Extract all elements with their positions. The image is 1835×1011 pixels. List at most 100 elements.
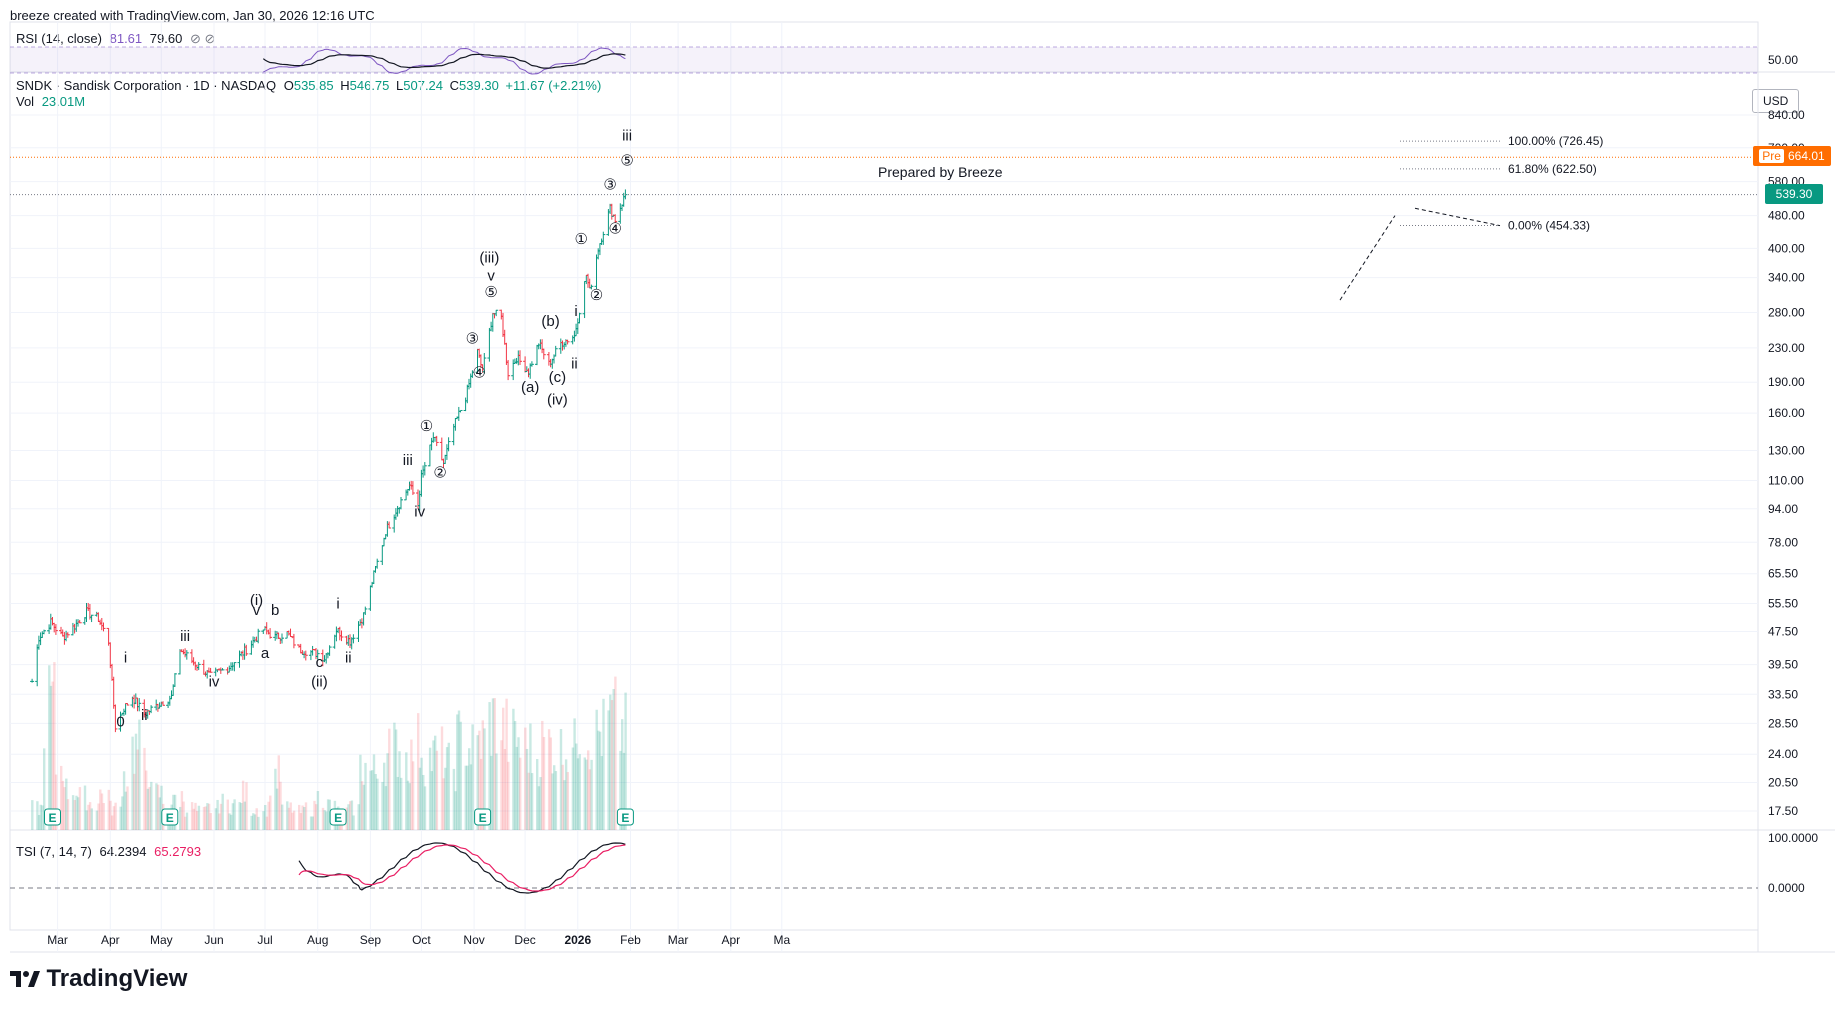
- volume-bar: [393, 722, 396, 830]
- volume-bar: [386, 753, 389, 830]
- rsi-legend[interactable]: RSI (14, close) 81.61 79.60 ⊘ ⊘: [16, 31, 215, 47]
- volume-bar: [512, 708, 515, 830]
- wave-label: a: [261, 645, 270, 662]
- volume-bar: [111, 815, 114, 830]
- price-tick-label: 55.50: [1768, 596, 1798, 610]
- volume-bar: [434, 735, 437, 830]
- tsi-tick-label: 0.0000: [1768, 881, 1805, 895]
- volume-bar: [301, 805, 304, 830]
- price-tick-label: 840.00: [1768, 108, 1805, 122]
- volume-bar: [411, 761, 415, 830]
- tsi-signal-line: [298, 844, 626, 892]
- volume-label: Vol: [16, 94, 35, 109]
- volume-bar: [243, 801, 246, 830]
- volume-bar: [619, 750, 622, 830]
- volume-bar: [588, 769, 592, 830]
- time-tick-label: Aug: [307, 933, 328, 947]
- fibonacci-levels: 100.00% (726.45) 61.80% (622.50) 0.00% (45…: [1339, 134, 1603, 301]
- volume-bar: [359, 754, 362, 830]
- volume-bar: [114, 802, 117, 830]
- volume-bar: [75, 795, 78, 830]
- volume-bar: [156, 784, 160, 830]
- earnings-marker: [616, 808, 634, 826]
- volume-bar: [158, 797, 161, 830]
- tsi-value: 64.2394: [99, 844, 147, 859]
- volume-bar: [192, 808, 195, 830]
- wave-label: ③: [466, 330, 479, 347]
- wave-label: ii: [345, 649, 352, 666]
- last-price-badge: 539.30: [1765, 184, 1823, 204]
- volume-bar: [206, 803, 209, 830]
- volume-bar: [529, 723, 532, 830]
- volume-bar: [238, 802, 241, 830]
- tradingview-logo[interactable]: TradingView: [10, 965, 187, 996]
- volume-bar: [505, 698, 508, 830]
- wave-label: (b): [541, 313, 559, 330]
- volume-bar: [553, 765, 556, 830]
- volume-bar: [563, 780, 566, 830]
- volume-bar: [517, 737, 520, 830]
- wave-label: ④: [608, 220, 621, 237]
- price-tick-label: 94.00: [1768, 502, 1798, 516]
- volume-bar: [576, 758, 580, 830]
- volume-bar: [218, 813, 221, 830]
- volume-bar: [471, 724, 474, 830]
- volume-bar: [502, 707, 505, 830]
- rsi-hidden-icons[interactable]: ⊘ ⊘: [189, 31, 216, 46]
- premarket-price-badge: Pre 664.01: [1753, 146, 1831, 166]
- currency-button[interactable]: USD: [1752, 89, 1800, 113]
- volume-bar: [126, 786, 129, 830]
- volume-bar: [119, 806, 122, 830]
- rsi-pane: [10, 46, 1758, 75]
- volume-bar: [418, 767, 422, 830]
- wave-label: iv: [209, 673, 220, 690]
- tsi-legend[interactable]: TSI (7, 14, 7) 64.2394 65.2793: [16, 844, 201, 859]
- volume-bar: [442, 778, 445, 830]
- volume-bar: [43, 748, 46, 830]
- volume-bar: [621, 719, 624, 830]
- volume-bar: [396, 776, 399, 830]
- wave-label: i: [336, 595, 339, 612]
- tsi-tick-label: 100.0000: [1768, 831, 1818, 845]
- volume-bar: [536, 759, 539, 830]
- volume-bar: [537, 786, 541, 830]
- volume-bar: [216, 799, 219, 830]
- rsi-tick-label: 50.00: [1768, 53, 1798, 67]
- wave-label: (i): [250, 592, 263, 609]
- volume-bar: [590, 759, 593, 830]
- volume-bar: [547, 729, 551, 830]
- volume-bar: [430, 771, 433, 830]
- wave-label: b: [271, 602, 279, 619]
- volume-bar: [48, 665, 51, 830]
- volume-bar: [274, 768, 277, 830]
- time-tick-label: Apr: [101, 933, 120, 947]
- volume-bar: [63, 787, 66, 830]
- volume-bar: [85, 810, 88, 830]
- volume-bar: [575, 743, 578, 830]
- volume-bar: [250, 815, 253, 830]
- wave-label: ②: [590, 287, 603, 304]
- volume-bar: [483, 728, 486, 830]
- volume-bar: [299, 813, 303, 830]
- volume-legend[interactable]: Vol 23.01M: [16, 94, 85, 109]
- volume-bar: [112, 806, 116, 830]
- volume-bar: [279, 781, 282, 830]
- volume-bar: [564, 759, 568, 830]
- trend-projection-line: [1414, 207, 1501, 227]
- symbol-line: SNDK · Sandisk Corporation · 1D · NASDAQ: [16, 78, 277, 93]
- chart-grid: [9, 21, 1835, 953]
- volume-bar: [265, 816, 269, 830]
- symbol-legend[interactable]: SNDK · Sandisk Corporation · 1D · NASDAQ…: [16, 78, 601, 93]
- wave-label: ④: [472, 365, 485, 382]
- wave-label: v: [253, 602, 261, 619]
- price-tick-label: 78.00: [1768, 535, 1798, 549]
- volume-bar: [71, 795, 75, 830]
- volume-bar: [31, 800, 34, 830]
- volume-bar: [269, 795, 272, 830]
- time-axis: Mar Apr May Jun Jul Aug Sep Oct Nov Dec 2026 Feb Mar…: [47, 933, 790, 947]
- trend-support-line: [1339, 215, 1396, 301]
- volume-bar: [262, 811, 265, 830]
- volume-bar: [452, 768, 456, 830]
